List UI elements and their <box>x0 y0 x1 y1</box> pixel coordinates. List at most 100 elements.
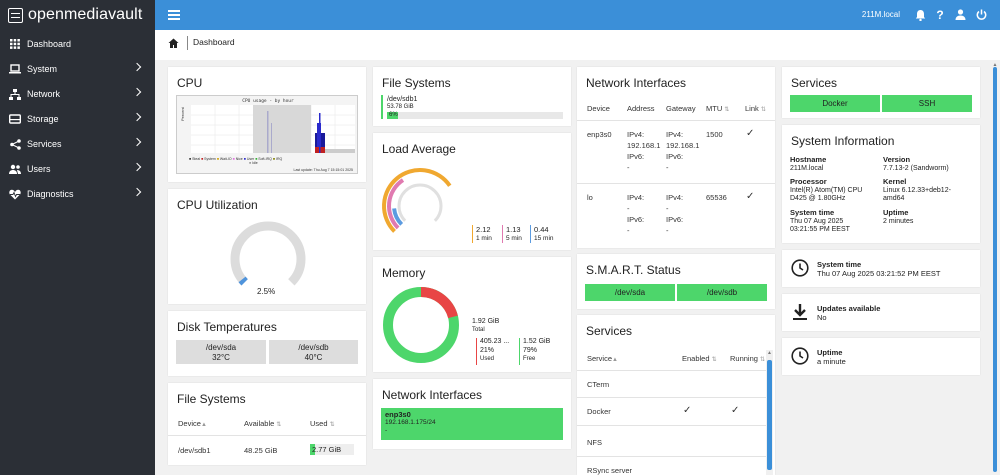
load-gauge <box>382 168 452 233</box>
cpu-utilization-card: CPU Utilization 2.5% <box>168 189 366 304</box>
sidebar-item-storage[interactable]: Storage <box>0 107 155 131</box>
menu-icon[interactable] <box>168 10 180 20</box>
memory-card: Memory 1.92 GiB Total 405.23 ... 21% Used 1… <box>373 257 571 372</box>
fs-progress-fill <box>387 112 398 119</box>
scroll-up-icon[interactable]: ▲ <box>767 350 772 356</box>
memory-donut <box>383 287 459 363</box>
scroll-up-icon[interactable]: ▲ <box>992 62 998 68</box>
column-header-device[interactable]: Device <box>587 104 610 113</box>
table-cell: 65536 <box>706 193 727 202</box>
breadcrumb-item[interactable]: Dashboard <box>193 37 235 47</box>
scrollbar-thumb[interactable] <box>767 360 772 470</box>
smart-disk-tile[interactable]: /dev/sdb <box>677 284 767 301</box>
hostname-label: 211M.local <box>861 10 900 19</box>
interface-tile[interactable]: enp3s0 192.168.1.175/24 - <box>381 408 563 440</box>
sidebar-item-diagnostics[interactable]: Diagnostics <box>0 182 155 206</box>
cpu-card: CPU CPU usage - by hour Percent ■ Steal … <box>168 67 366 182</box>
fs-usage-item: /dev/sdb1 53.78 GiB 6% <box>381 95 563 119</box>
column-header-address[interactable]: Address <box>627 104 655 113</box>
breadcrumb: Dashboard <box>155 30 1000 60</box>
sidebar-item-label: Services <box>27 139 62 149</box>
sidebar-item-dashboard[interactable]: Dashboard <box>0 32 155 56</box>
sort-asc-icon: ▲ <box>200 422 207 428</box>
network-interfaces-card: Network Interfaces enp3s0 192.168.1.175/… <box>373 379 571 449</box>
legend-entry: ■ Steal <box>189 157 201 161</box>
card-title: Network Interfaces <box>586 76 687 90</box>
column-header-available[interactable]: Available ⇅ <box>244 419 282 428</box>
smart-disk-tile[interactable]: /dev/sda <box>585 284 675 301</box>
chevron-right-icon <box>132 112 142 122</box>
cpu-graph-plot <box>191 105 355 153</box>
used-value: 2.77 GiB <box>312 445 342 454</box>
load-1min: 2.12 1 min <box>472 225 492 243</box>
interface-name: enp3s0 <box>385 410 411 419</box>
memory-total: 1.92 GiB Total <box>472 318 500 333</box>
interface-extra: - <box>385 427 388 434</box>
chevron-right-icon <box>132 62 142 72</box>
load-15min: 0.44 15 min <box>530 225 554 243</box>
sidebar-item-users[interactable]: Users <box>0 157 155 181</box>
column-header-running[interactable]: Running ⇅ <box>730 354 766 363</box>
grid-icon <box>9 38 21 50</box>
file-systems-table-card: File Systems Device▲ Available ⇅ Used ⇅ … <box>168 383 366 465</box>
divider <box>577 120 775 121</box>
user-icon[interactable] <box>953 8 967 22</box>
sidebar-item-label: Storage <box>27 114 59 124</box>
service-ssh-button[interactable]: SSH <box>882 95 972 112</box>
download-icon <box>792 303 808 323</box>
services-table-card: Services Service▲ Enabled ⇅ Running ⇅ CT… <box>577 315 775 475</box>
card-title: File Systems <box>177 392 246 406</box>
clock-icon <box>791 259 809 279</box>
chevron-right-icon <box>132 162 142 172</box>
storage-icon <box>9 113 21 125</box>
system-information-card: System Information Hostname 211M.local Ve… <box>782 125 980 243</box>
page-scrollbar[interactable]: ▲ <box>990 60 1000 475</box>
sidebar-item-label: Dashboard <box>27 39 72 49</box>
home-icon[interactable] <box>168 38 180 50</box>
memory-used: 405.23 ... 21% Used <box>476 338 509 365</box>
sidebar-item-network[interactable]: Network <box>0 82 155 106</box>
chevron-right-icon <box>132 87 142 97</box>
info-version: Version 7.7.13-2 (Sandworm) <box>883 155 949 172</box>
sidebar-item-services[interactable]: Services <box>0 132 155 156</box>
scrollbar-thumb[interactable] <box>993 67 997 472</box>
column-header-link[interactable]: Link ⇅ <box>745 104 766 113</box>
heart-pulse-icon <box>9 188 21 200</box>
uptime-card: Uptime a minute <box>782 338 980 375</box>
logo-text: openmediavault <box>28 6 143 23</box>
divider <box>577 425 767 426</box>
sidebar-item-system[interactable]: System <box>0 57 155 81</box>
graph-last-update: Last update: Thu Aug 7 15:15:01 2025 <box>293 168 354 172</box>
column-header-device[interactable]: Device▲ <box>178 419 207 428</box>
check-icon: ✓ <box>746 128 755 139</box>
network-icon <box>9 88 21 100</box>
divider <box>577 370 767 371</box>
clock-icon <box>791 347 809 367</box>
table-cell: 48.25 GiB <box>244 446 278 455</box>
column-header-enabled[interactable]: Enabled ⇅ <box>682 354 717 363</box>
check-icon: ✓ <box>731 405 740 416</box>
column-header-mtu[interactable]: MTU ⇅ <box>706 104 730 113</box>
logo-icon <box>8 7 23 23</box>
column-header-gateway[interactable]: Gateway <box>666 104 696 113</box>
fs-progress: 6% <box>387 112 563 119</box>
column-header-used[interactable]: Used ⇅ <box>310 419 335 428</box>
table-cell: CTerm <box>587 380 610 389</box>
help-icon[interactable]: ? <box>936 8 944 22</box>
network-interfaces-table-card: Network Interfaces Device Address Gatewa… <box>577 67 775 248</box>
column-header-service[interactable]: Service▲ <box>587 354 618 363</box>
service-docker-button[interactable]: Docker <box>790 95 880 112</box>
card-title: System Information <box>791 134 895 148</box>
divider <box>168 435 366 436</box>
table-cell: IPv4: 192.168.1 IPv6: - <box>627 130 661 172</box>
divider <box>577 397 767 398</box>
bell-icon[interactable] <box>913 8 927 22</box>
y-axis-label: Percent <box>180 107 185 121</box>
scrollbar[interactable]: ▲ <box>766 350 773 475</box>
power-icon[interactable] <box>974 8 988 22</box>
disk-temperatures-card: Disk Temperatures /dev/sda 32°C /dev/sdb 4… <box>168 311 366 376</box>
sidebar-item-label: Users <box>27 164 51 174</box>
logo[interactable]: openmediavault <box>0 0 155 30</box>
users-icon <box>9 163 21 175</box>
file-systems-card: File Systems /dev/sdb1 53.78 GiB 6% <box>373 67 571 126</box>
